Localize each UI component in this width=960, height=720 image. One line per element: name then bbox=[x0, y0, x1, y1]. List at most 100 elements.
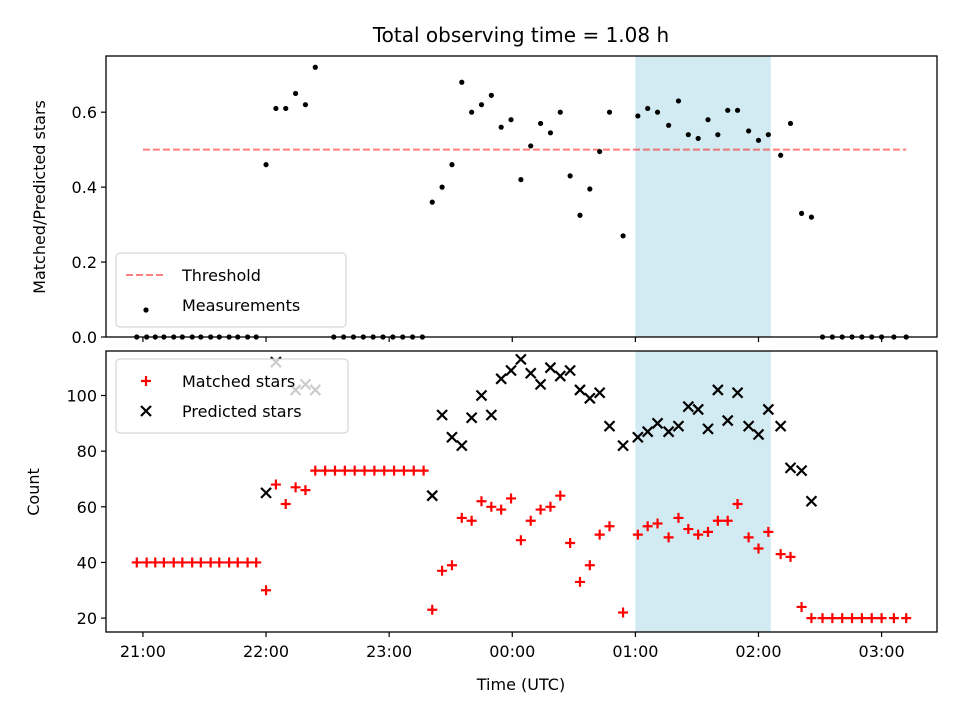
data-point bbox=[731, 386, 744, 399]
data-point bbox=[488, 92, 494, 98]
data-point bbox=[150, 557, 161, 568]
series-measurements bbox=[134, 64, 909, 340]
legend-label: Measurements bbox=[182, 296, 300, 315]
data-point bbox=[645, 105, 651, 112]
data-point bbox=[642, 521, 653, 532]
data-point bbox=[805, 495, 818, 508]
plot-frame bbox=[105, 350, 938, 633]
data-point bbox=[270, 479, 281, 490]
data-point bbox=[817, 613, 828, 624]
data-point bbox=[641, 425, 654, 438]
data-point bbox=[446, 560, 457, 571]
data-point bbox=[662, 425, 675, 438]
data-point bbox=[901, 613, 912, 624]
data-point bbox=[796, 601, 807, 612]
legend-label: Predicted stars bbox=[182, 402, 302, 421]
data-point bbox=[260, 487, 272, 499]
data-point bbox=[584, 560, 595, 571]
data-point bbox=[837, 613, 848, 624]
data-point bbox=[456, 439, 468, 452]
data-point bbox=[498, 124, 504, 130]
data-point bbox=[755, 137, 762, 143]
legend-label: Threshold bbox=[181, 266, 261, 285]
data-point bbox=[808, 214, 815, 220]
data-point bbox=[475, 389, 488, 402]
data-point bbox=[485, 409, 498, 421]
x-axis-label: Time (UTC) bbox=[476, 675, 565, 694]
legend-label: Matched stars bbox=[182, 372, 295, 391]
bottom-y-axis-label: Count bbox=[24, 468, 43, 516]
data-point bbox=[742, 420, 755, 432]
x-tick-label: 02:00 bbox=[735, 642, 781, 661]
data-point bbox=[743, 532, 754, 543]
data-point bbox=[705, 117, 711, 123]
data-point bbox=[787, 120, 794, 127]
data-point bbox=[459, 79, 465, 85]
data-point bbox=[469, 109, 475, 115]
y-tick-label: 60 bbox=[77, 498, 97, 517]
data-point bbox=[426, 489, 439, 502]
data-point bbox=[292, 90, 299, 97]
data-point bbox=[762, 403, 775, 416]
y-tick-label: 0.4 bbox=[72, 178, 97, 197]
data-point bbox=[683, 524, 694, 535]
data-point bbox=[312, 64, 318, 70]
x-tick-label: 22:00 bbox=[243, 642, 289, 661]
data-point bbox=[168, 557, 179, 568]
data-point bbox=[752, 428, 765, 441]
data-point bbox=[888, 613, 899, 624]
data-point bbox=[505, 364, 517, 377]
data-point bbox=[827, 613, 838, 624]
data-point bbox=[320, 465, 331, 476]
data-point bbox=[486, 501, 497, 512]
data-point bbox=[261, 585, 272, 596]
data-point bbox=[806, 613, 817, 624]
data-point bbox=[187, 557, 198, 568]
data-point bbox=[495, 373, 507, 385]
data-point bbox=[427, 604, 438, 615]
data-point bbox=[465, 411, 478, 424]
y-tick-label: 0.2 bbox=[72, 253, 97, 272]
data-point bbox=[131, 557, 142, 568]
highlight-span bbox=[635, 351, 771, 632]
data-point bbox=[158, 557, 169, 568]
y-tick-label: 0.0 bbox=[72, 328, 97, 347]
data-point bbox=[712, 515, 723, 526]
data-point bbox=[682, 400, 695, 413]
data-point bbox=[564, 364, 576, 377]
data-point bbox=[594, 529, 605, 540]
data-point bbox=[620, 233, 626, 239]
data-point bbox=[876, 613, 887, 624]
data-point bbox=[232, 557, 243, 568]
data-point bbox=[476, 496, 487, 507]
data-point bbox=[554, 370, 567, 382]
x-tick-label: 03:00 bbox=[859, 642, 905, 661]
data-point bbox=[685, 132, 691, 138]
data-point bbox=[436, 409, 448, 421]
data-point bbox=[703, 526, 714, 537]
data-point bbox=[692, 403, 704, 416]
data-point bbox=[721, 414, 734, 427]
data-point bbox=[437, 565, 448, 576]
data-point bbox=[524, 367, 537, 380]
data-point bbox=[663, 532, 674, 543]
series-matched-stars bbox=[131, 465, 912, 624]
data-point bbox=[746, 128, 752, 134]
data-point bbox=[654, 109, 661, 115]
data-point bbox=[856, 613, 867, 624]
bottom-panel: 20 40 60 80 100 21:00 22:00 23:00 00:00 01:00 02:0… bbox=[66, 350, 938, 661]
data-point bbox=[555, 490, 566, 501]
legend: Matched stars Predicted stars bbox=[115, 358, 349, 434]
data-point bbox=[141, 557, 152, 568]
data-point bbox=[537, 120, 544, 127]
data-point bbox=[732, 499, 743, 510]
x-tick-label: 21:00 bbox=[120, 642, 166, 661]
data-point bbox=[518, 177, 524, 183]
data-point bbox=[635, 113, 641, 119]
data-point bbox=[418, 465, 429, 476]
data-point bbox=[449, 162, 455, 168]
legend-predicted-swatch bbox=[140, 405, 152, 417]
legend-box bbox=[115, 252, 347, 328]
data-point bbox=[666, 122, 672, 128]
data-point bbox=[577, 212, 583, 218]
